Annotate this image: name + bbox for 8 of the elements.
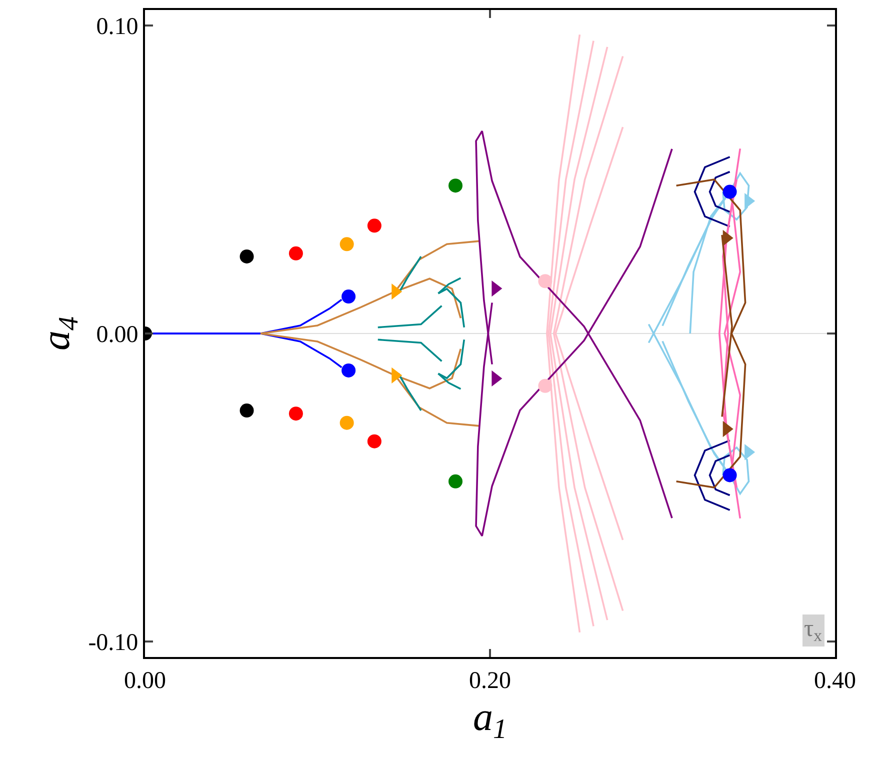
y-tick-label: 0.00 [96,322,138,348]
y-tick-label: 0.10 [96,14,138,40]
y-tick-label: -0.10 [88,630,138,656]
x-tick-label: 0.40 [814,668,856,694]
x-tick-label: 0.20 [469,668,511,694]
x-axis-title: a$_{1}$ [473,694,507,746]
annotation: τ$_{x}$ [804,616,823,646]
x-tick-label: 0.00 [124,668,166,694]
